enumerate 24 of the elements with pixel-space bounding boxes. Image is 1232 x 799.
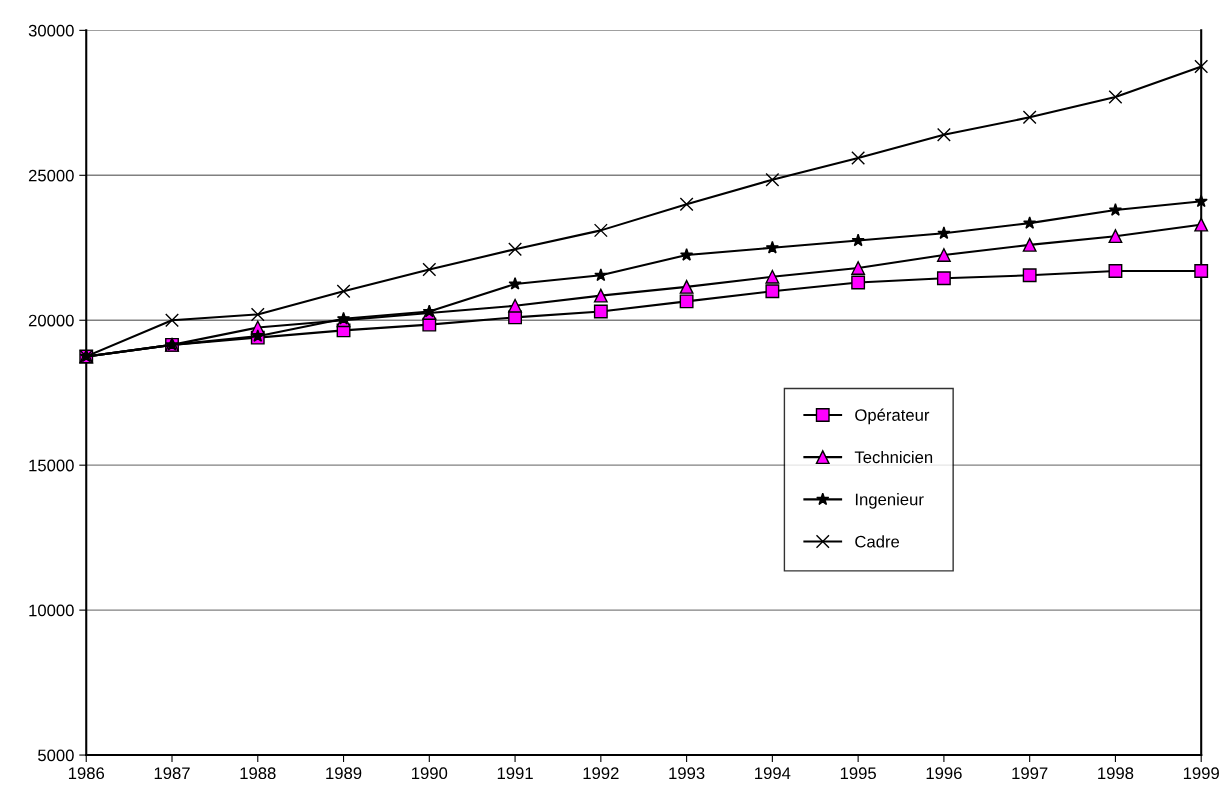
x-tick-label: 1988 [240, 767, 276, 780]
x-tick-label: 1996 [926, 767, 962, 780]
x-tick-label: 1990 [412, 767, 448, 780]
y-tick-label: 10000 [29, 604, 74, 617]
x-tick-label: 1989 [326, 767, 362, 780]
x-tick-label: 1999 [1183, 767, 1219, 780]
y-tick-label: 30000 [28, 24, 74, 37]
x-tick-label: 1986 [68, 767, 105, 780]
legend-label: Opérateur [855, 408, 930, 425]
x-tick-label: 1997 [1012, 767, 1048, 780]
x-tick-label: 1995 [840, 767, 876, 780]
legend-label: Technicien [854, 450, 933, 464]
y-tick-label: 20000 [28, 314, 74, 327]
y-tick-label: 5000 [38, 749, 74, 762]
x-tick-label: 1994 [755, 767, 791, 780]
y-tick-label: 15000 [29, 459, 74, 472]
x-tick-label: 1991 [497, 767, 533, 780]
legend-label: Cadre [855, 535, 900, 548]
legend-label: Ingenieur [855, 493, 924, 509]
x-tick-label: 1987 [154, 767, 190, 780]
x-tick-label: 1998 [1098, 767, 1134, 780]
x-tick-label: 1993 [669, 767, 705, 780]
x-tick-label: 1992 [583, 767, 619, 780]
y-tick-label: 25000 [28, 169, 74, 182]
